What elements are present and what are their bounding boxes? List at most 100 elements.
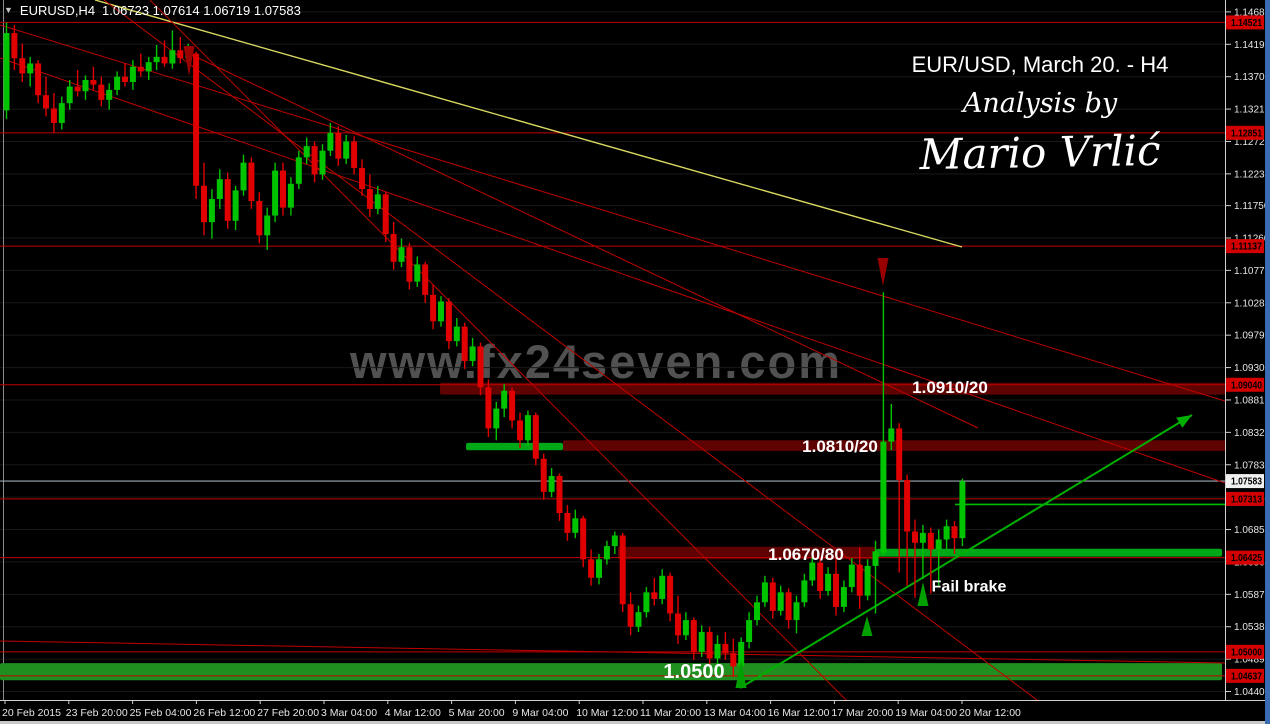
x-axis-tick-label: 5 Mar 20:00 bbox=[449, 707, 505, 719]
y-axis-tick-label: 1.06850 bbox=[1234, 525, 1265, 536]
candle-down bbox=[390, 234, 397, 262]
x-axis-tick-label: 10 Mar 12:00 bbox=[576, 707, 638, 719]
candle-up bbox=[343, 141, 350, 159]
candle-down bbox=[43, 95, 49, 109]
candle-down bbox=[122, 76, 128, 82]
yellow-downtrend-line bbox=[94, 0, 963, 248]
candle-down bbox=[280, 170, 286, 208]
candle-down bbox=[588, 559, 595, 578]
candle-up bbox=[935, 539, 942, 550]
candle-up bbox=[698, 632, 705, 652]
candle-down bbox=[509, 390, 516, 421]
candle-up bbox=[129, 66, 136, 82]
candle-down bbox=[904, 479, 911, 532]
y-axis-tick-label: 1.11750 bbox=[1234, 201, 1265, 212]
candle-down bbox=[256, 200, 263, 236]
candle-down bbox=[430, 294, 437, 322]
annotation-label: 1.0810/20 bbox=[802, 437, 878, 456]
candle-up bbox=[959, 481, 966, 539]
candle-down bbox=[769, 582, 776, 611]
y-axis-tick-label: 1.07830 bbox=[1234, 460, 1265, 471]
x-axis-tick-label: 20 Feb 2015 bbox=[2, 707, 61, 719]
candle-down bbox=[927, 532, 934, 550]
y-axis-tick-label: 1.13700 bbox=[1234, 72, 1265, 83]
candle-up bbox=[714, 643, 721, 659]
red-downtrend-line-1 bbox=[0, 24, 1225, 402]
analysis-title: EUR/USD, March 20. - H4 bbox=[911, 52, 1169, 77]
y-axis-tick-label: 1.05380 bbox=[1234, 622, 1265, 633]
y-axis-tick-label: 1.04890 bbox=[1234, 655, 1265, 666]
candle-down bbox=[833, 573, 839, 607]
candle-up bbox=[295, 157, 302, 184]
candle-down bbox=[856, 564, 863, 596]
candle-up bbox=[643, 592, 650, 613]
red-downtrend-line-2 bbox=[0, 57, 1225, 484]
candle-down bbox=[912, 531, 918, 543]
candle-up bbox=[240, 162, 247, 191]
candle-up bbox=[635, 612, 642, 627]
candle-up bbox=[746, 620, 753, 642]
red-channel-low-line bbox=[0, 640, 1225, 664]
candle-down bbox=[335, 132, 342, 159]
price-tag-red-text: 1.14521 bbox=[1231, 18, 1262, 29]
x-axis-tick-label: 9 Mar 04:00 bbox=[512, 707, 568, 719]
symbol-dropdown-icon[interactable]: ▼ bbox=[4, 5, 13, 15]
x-axis-tick-label: 11 Mar 20:00 bbox=[640, 707, 701, 719]
x-axis-tick-label: 19 Mar 04:00 bbox=[895, 707, 957, 719]
candle-up bbox=[659, 575, 666, 599]
candle-down bbox=[35, 63, 42, 96]
candle-up bbox=[801, 580, 808, 603]
candle-down bbox=[366, 189, 373, 209]
y-axis-tick-label: 1.14680 bbox=[1234, 7, 1265, 18]
price-tag-red-text: 1.07313 bbox=[1231, 494, 1262, 505]
annotation-label: Fail brake bbox=[932, 579, 1007, 596]
price-tag-red-text: 1.11137 bbox=[1231, 242, 1262, 253]
candle-down bbox=[311, 146, 318, 175]
candle-up bbox=[682, 620, 689, 636]
x-axis-tick-label: 27 Feb 20:00 bbox=[257, 707, 319, 719]
candle-down bbox=[730, 653, 737, 667]
candle-down bbox=[90, 79, 97, 85]
candle-up bbox=[287, 183, 294, 208]
candle-up bbox=[888, 428, 895, 442]
window-border-right bbox=[1265, 0, 1270, 724]
plot-area: 1.0910/20 1.0810/20 1.0670/80 Fail brake 1.0… bbox=[0, 0, 1225, 700]
resistance-zone-1081020 bbox=[563, 440, 1225, 451]
candle-up bbox=[809, 562, 816, 581]
signal-arrow-down bbox=[877, 258, 889, 286]
candle-up bbox=[864, 565, 871, 596]
candle-down bbox=[351, 141, 358, 168]
window-border-bottom bbox=[0, 721, 1265, 724]
y-axis-tick-label: 1.04400 bbox=[1234, 687, 1265, 698]
candle-up bbox=[58, 103, 65, 123]
y-axis-tick-label: 1.10770 bbox=[1234, 266, 1265, 277]
analyst-signature: Mario Vrlić bbox=[919, 125, 1161, 180]
price-tag-red-text: 1.12851 bbox=[1231, 128, 1262, 139]
candle-down bbox=[951, 526, 958, 539]
candle-down bbox=[359, 167, 365, 190]
candle-down bbox=[422, 264, 429, 295]
x-axis-tick-label: 16 Mar 12:00 bbox=[768, 707, 830, 719]
green-shelf-10810 bbox=[466, 442, 563, 451]
candle-up bbox=[319, 150, 326, 175]
y-axis-tick-label: 1.12230 bbox=[1234, 169, 1265, 180]
zone-1067080-maroon bbox=[618, 546, 876, 560]
y-axis-tick-label: 1.14190 bbox=[1234, 40, 1265, 51]
price-tag-red bbox=[1226, 125, 1264, 140]
candle-down bbox=[382, 194, 389, 235]
candle-up bbox=[572, 518, 579, 533]
candle-up bbox=[453, 326, 460, 342]
candle-up bbox=[880, 441, 887, 553]
candle-down bbox=[540, 458, 547, 492]
candle-up bbox=[82, 79, 89, 92]
candle-up bbox=[327, 132, 334, 151]
candle-up bbox=[919, 532, 926, 543]
candle-up bbox=[414, 264, 421, 282]
candle-up bbox=[754, 602, 760, 621]
zone-1067080-green bbox=[876, 548, 1222, 557]
candle-up bbox=[738, 641, 745, 667]
candle-up bbox=[232, 190, 239, 221]
candle-down bbox=[722, 643, 729, 654]
price-tag-red bbox=[1226, 239, 1264, 254]
